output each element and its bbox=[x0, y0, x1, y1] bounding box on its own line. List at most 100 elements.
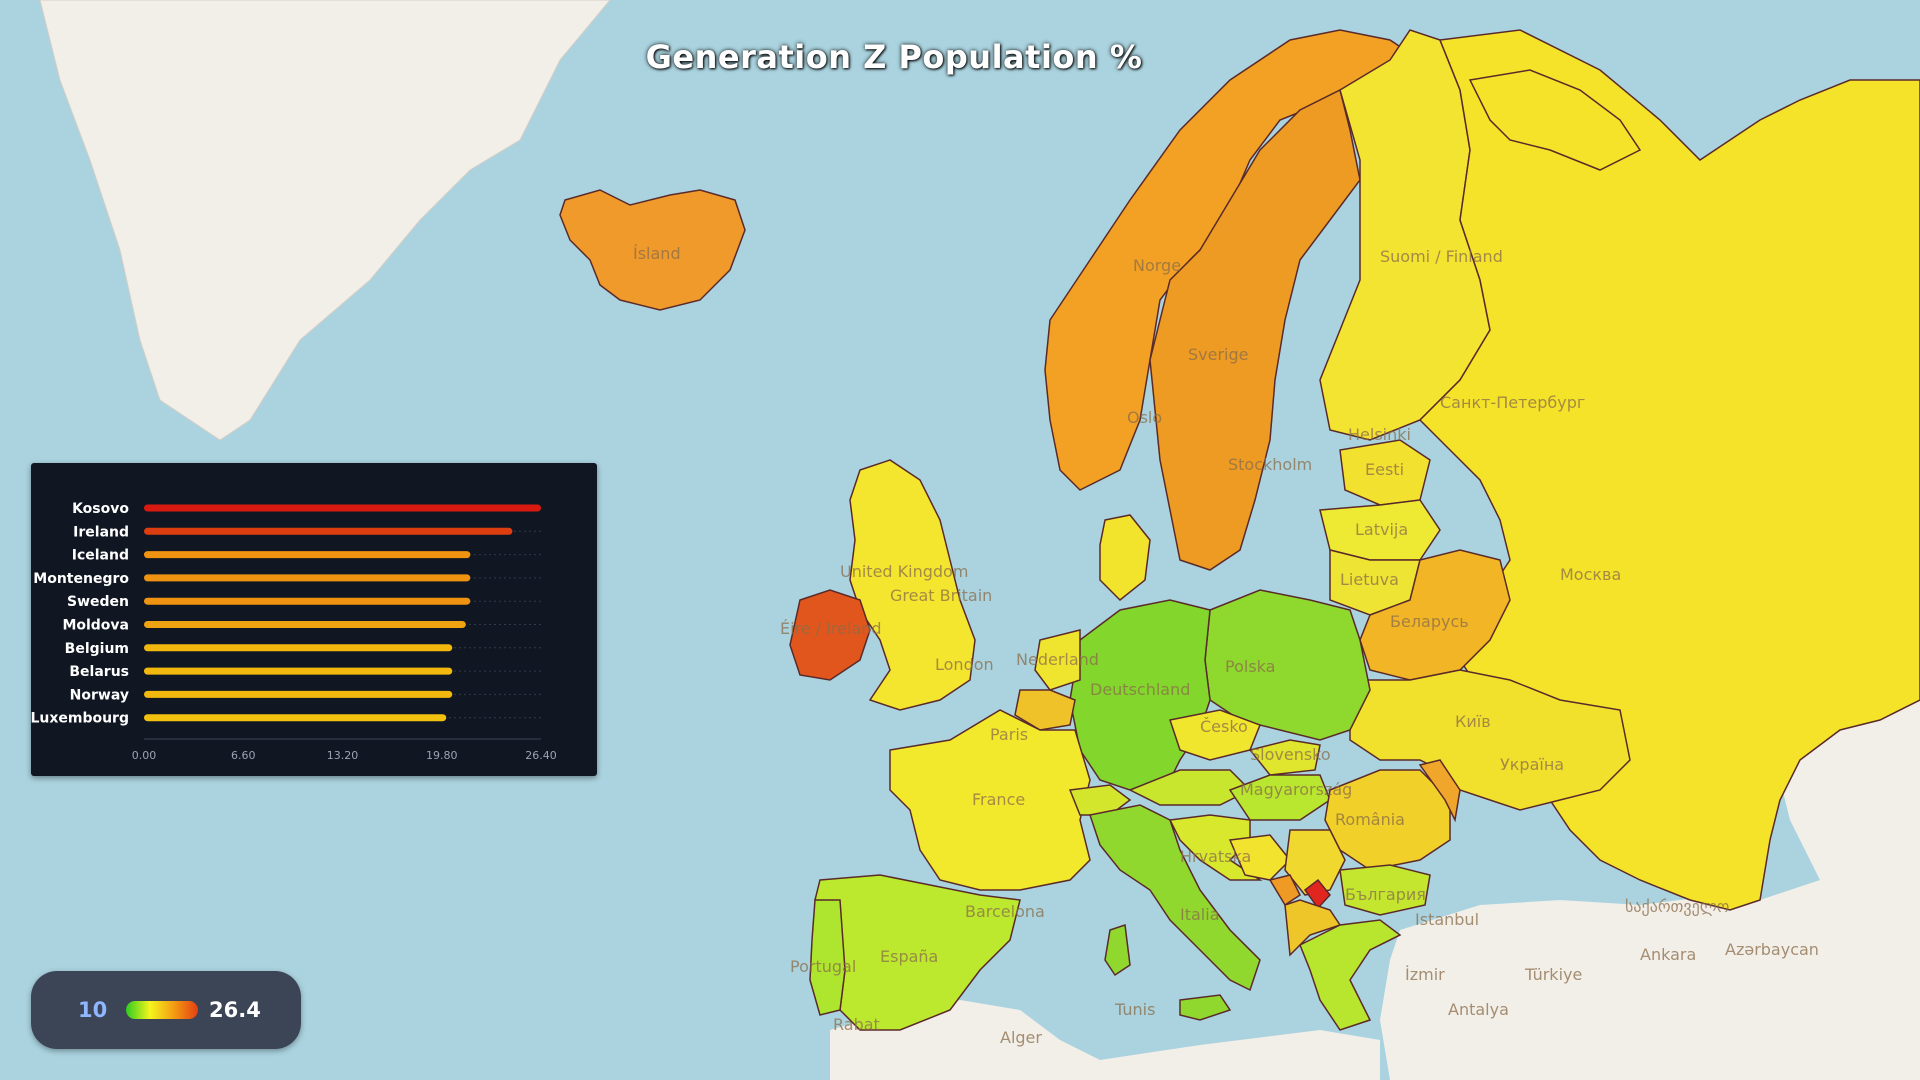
bar[interactable] bbox=[144, 690, 453, 698]
country-denmark[interactable] bbox=[1099, 514, 1151, 602]
x-tick-label: 19.80 bbox=[426, 749, 458, 762]
map-label: Lietuva bbox=[1340, 570, 1399, 589]
bar-chart-panel: Kosovo Ireland Iceland Montenegro Sweden Mold… bbox=[30, 463, 597, 776]
country-belgium[interactable] bbox=[1014, 689, 1076, 731]
map-label: Suomi / Finland bbox=[1380, 247, 1503, 266]
category-label: Iceland bbox=[72, 548, 129, 564]
map-label: Tunis bbox=[1114, 1000, 1155, 1019]
legend-gradient-bar bbox=[126, 1001, 198, 1019]
category-label: Ireland bbox=[73, 524, 129, 540]
category-label: Montenegro bbox=[33, 571, 129, 587]
bar[interactable] bbox=[144, 667, 453, 675]
country-ireland[interactable] bbox=[789, 589, 871, 681]
x-tick-label: 26.40 bbox=[525, 749, 557, 762]
map-label: Portugal bbox=[790, 957, 856, 976]
map-label: Eesti bbox=[1365, 460, 1404, 479]
legend-min-label: 10 bbox=[78, 998, 108, 1022]
map-label: Ankara bbox=[1640, 945, 1696, 964]
map-label: Magyarország bbox=[1240, 780, 1352, 799]
map-label: Éire / Ireland bbox=[780, 619, 882, 638]
country-bulgaria[interactable] bbox=[1339, 864, 1431, 916]
country-bosnia[interactable] bbox=[1228, 834, 1292, 881]
map-label: საქართველო bbox=[1625, 897, 1729, 916]
map-label: İzmir bbox=[1405, 965, 1445, 984]
country-belarus[interactable] bbox=[1359, 549, 1511, 681]
map-label: Беларусь bbox=[1390, 612, 1469, 631]
category-label: Belgium bbox=[65, 641, 129, 657]
x-tick-label: 13.20 bbox=[327, 749, 359, 762]
legend-max-label: 26.4 bbox=[209, 998, 261, 1022]
map-label: Azərbaycan bbox=[1725, 940, 1819, 959]
turkey-caucasus-land bbox=[1380, 860, 1920, 1080]
country-italy-sardinia[interactable] bbox=[1104, 923, 1131, 977]
category-label: Norway bbox=[70, 687, 129, 703]
bar[interactable] bbox=[144, 714, 447, 722]
x-tick-label: 6.60 bbox=[231, 749, 256, 762]
map-title: Generation Z Population % bbox=[645, 38, 1143, 76]
country-italy[interactable] bbox=[1089, 804, 1261, 992]
map-label: Rabat bbox=[833, 1015, 880, 1034]
bar[interactable] bbox=[144, 621, 466, 628]
map-label: Norge bbox=[1133, 256, 1181, 275]
map-label: Italia bbox=[1180, 905, 1220, 924]
country-russia[interactable] bbox=[1418, 29, 1920, 911]
map-label: Helsinki bbox=[1348, 425, 1411, 444]
map-label: България bbox=[1345, 885, 1426, 904]
category-label: Sweden bbox=[67, 594, 129, 610]
country-france[interactable] bbox=[889, 709, 1091, 891]
map-label: Barcelona bbox=[965, 902, 1045, 921]
country-moldova[interactable] bbox=[1418, 759, 1461, 823]
country-serbia[interactable] bbox=[1284, 829, 1346, 896]
country-united-kingdom[interactable] bbox=[849, 459, 976, 711]
country-iceland[interactable] bbox=[559, 189, 746, 311]
country-greece[interactable] bbox=[1299, 919, 1402, 1031]
country-netherlands[interactable] bbox=[1034, 629, 1081, 691]
north-africa-land bbox=[830, 1000, 1380, 1080]
country-kosovo[interactable] bbox=[1303, 878, 1331, 910]
bar[interactable] bbox=[144, 644, 453, 652]
bar[interactable] bbox=[144, 504, 541, 512]
map-label: Antalya bbox=[1448, 1000, 1509, 1019]
map-label: Deutschland bbox=[1090, 680, 1190, 699]
category-label: Luxembourg bbox=[31, 711, 129, 727]
map-label: Ísland bbox=[633, 244, 681, 263]
map-label: Sverige bbox=[1188, 345, 1249, 364]
map-label: Санкт-Петербург bbox=[1440, 393, 1585, 412]
color-scale-legend: 10 26.4 bbox=[31, 971, 301, 1049]
map-label: Oslo bbox=[1127, 408, 1162, 427]
map-label: Istanbul bbox=[1415, 910, 1479, 929]
country-montenegro[interactable] bbox=[1268, 874, 1301, 907]
map-label: España bbox=[880, 947, 938, 966]
bar-chart: Kosovo Ireland Iceland Montenegro Sweden Mold… bbox=[30, 501, 557, 762]
bar[interactable] bbox=[144, 551, 471, 559]
bar[interactable] bbox=[144, 574, 471, 582]
map-label: Paris bbox=[990, 725, 1028, 744]
map-label: United Kingdom bbox=[840, 562, 968, 581]
bar[interactable] bbox=[144, 527, 513, 535]
map-label: Polska bbox=[1225, 657, 1275, 676]
country-sweden[interactable] bbox=[1149, 88, 1361, 571]
map-label: London bbox=[935, 655, 994, 674]
greenland-land bbox=[39, 0, 611, 441]
country-slovakia[interactable] bbox=[1248, 739, 1321, 776]
map-label: Great Britain bbox=[890, 586, 992, 605]
country-norway[interactable] bbox=[1044, 29, 1422, 491]
map-label: France bbox=[972, 790, 1025, 809]
map-label: Stockholm bbox=[1228, 455, 1312, 474]
map-label: Slovensko bbox=[1250, 745, 1331, 764]
category-label: Belarus bbox=[69, 664, 129, 680]
map-label: România bbox=[1335, 810, 1405, 829]
x-tick-label: 0.00 bbox=[132, 749, 157, 762]
category-label: Moldova bbox=[62, 618, 129, 634]
map-label: Київ bbox=[1455, 712, 1491, 731]
map-label: Alger bbox=[1000, 1028, 1042, 1047]
country-ukraine[interactable] bbox=[1349, 669, 1631, 811]
map-label: Hrvatska bbox=[1180, 847, 1251, 866]
country-russia-north[interactable] bbox=[1468, 69, 1642, 171]
map-label: Türkiye bbox=[1524, 965, 1582, 984]
country-switzerland[interactable] bbox=[1068, 784, 1132, 816]
country-italy-sicily[interactable] bbox=[1179, 994, 1232, 1021]
bar[interactable] bbox=[144, 597, 471, 605]
country-portugal[interactable] bbox=[809, 899, 846, 1016]
